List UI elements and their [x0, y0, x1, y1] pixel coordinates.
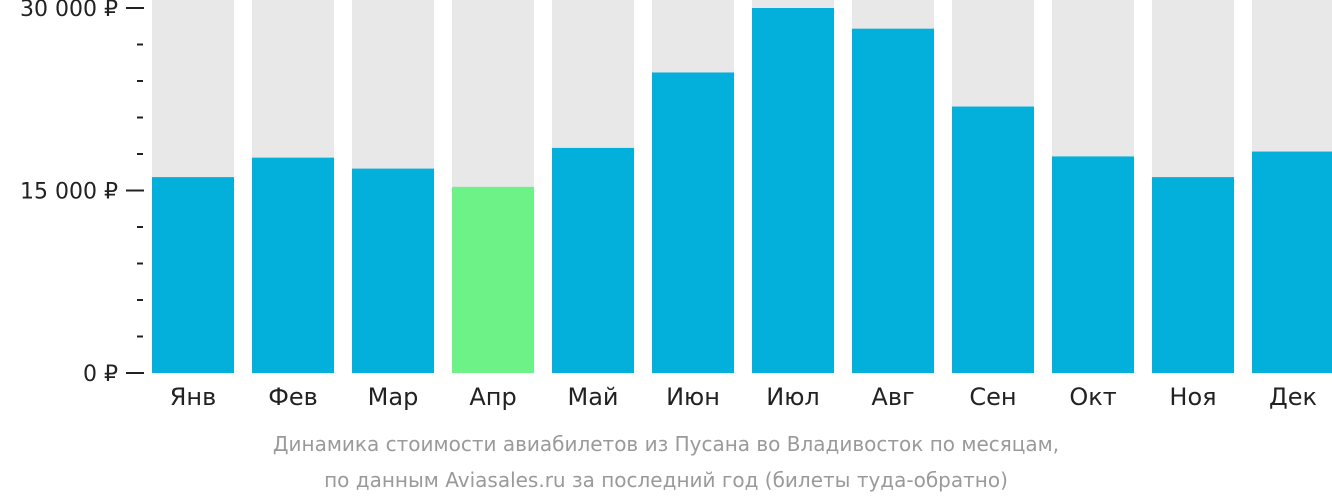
x-tick-label: Дек [1269, 383, 1317, 411]
x-tick-label: Апр [469, 383, 516, 411]
x-tick-label: Июл [766, 383, 820, 411]
x-tick-label: Мар [368, 383, 419, 411]
x-tick-label: Фев [268, 383, 318, 411]
bar-12[interactable] [1252, 151, 1332, 373]
bars [152, 8, 1332, 374]
bar-7[interactable] [752, 8, 834, 373]
y-tick-label: 30 000 ₽ [20, 0, 118, 22]
bar-3[interactable] [352, 168, 434, 373]
x-tick-label: Янв [170, 383, 217, 411]
x-tick-label: Июн [666, 383, 720, 411]
bar-6[interactable] [652, 72, 734, 373]
x-tick-label: Май [567, 383, 618, 411]
x-tick-label: Сен [969, 383, 1016, 411]
bar-2[interactable] [252, 157, 334, 373]
y-tick-label: 0 ₽ [83, 362, 118, 387]
bar-5[interactable] [552, 147, 634, 373]
chart-caption-line-2: по данным Aviasales.ru за последний год … [324, 468, 1008, 492]
bar-11[interactable] [1152, 177, 1234, 373]
x-axis: Янв Фев Мар Апр Май Июн Июл Авг Сен Окт Ноя Дек [170, 383, 1317, 411]
bar-10[interactable] [1052, 156, 1134, 373]
price-bar-chart: 30 000 ₽ 15 000 ₽ 0 ₽ Янв Фев Мар Апр Май Июн Ию… [20, 0, 1332, 411]
x-tick-label: Ноя [1169, 383, 1216, 411]
bar-9[interactable] [952, 106, 1034, 374]
y-tick-label: 15 000 ₽ [20, 180, 118, 205]
chart-caption-line-1: Динамика стоимости авиабилетов из Пусана… [272, 432, 1060, 456]
bar-4[interactable] [452, 186, 534, 373]
y-axis: 30 000 ₽ 15 000 ₽ 0 ₽ [20, 0, 144, 387]
x-tick-label: Окт [1069, 383, 1116, 411]
bar-1[interactable] [152, 177, 234, 373]
x-tick-label: Авг [871, 383, 914, 411]
bar-8[interactable] [852, 28, 934, 374]
